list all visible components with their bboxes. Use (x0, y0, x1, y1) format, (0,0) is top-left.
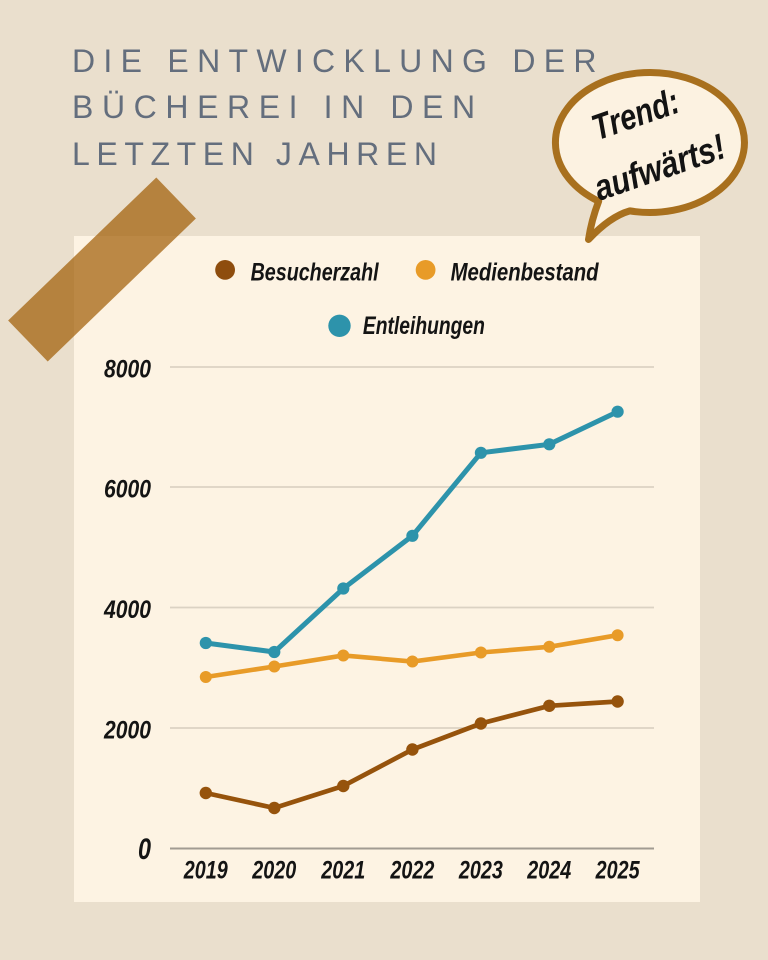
svg-text:6000: 6000 (104, 475, 151, 503)
svg-text:8000: 8000 (104, 356, 151, 384)
svg-text:Entleihungen: Entleihungen (363, 312, 485, 340)
svg-text:2000: 2000 (103, 716, 151, 744)
svg-text:Besucherzahl: Besucherzahl (251, 258, 380, 286)
svg-text:2020: 2020 (252, 856, 297, 884)
svg-text:2021: 2021 (321, 856, 366, 884)
svg-text:2024: 2024 (527, 856, 572, 884)
svg-text:2019: 2019 (183, 856, 228, 884)
svg-text:0: 0 (138, 833, 151, 866)
svg-text:2022: 2022 (390, 856, 435, 884)
svg-text:2025: 2025 (595, 856, 641, 884)
svg-text:4000: 4000 (103, 596, 151, 624)
svg-text:Medienbestand: Medienbestand (451, 258, 600, 286)
svg-text:2023: 2023 (458, 856, 503, 884)
